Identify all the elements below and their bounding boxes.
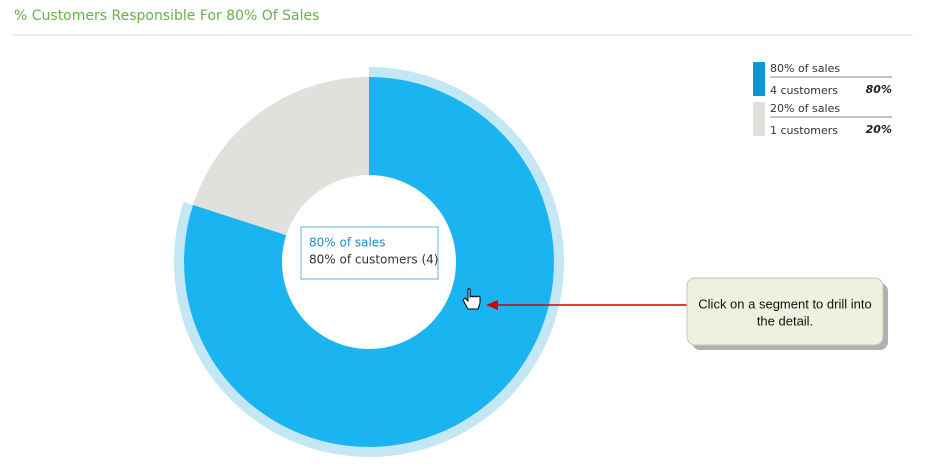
legend-label: 20% of sales <box>770 102 840 115</box>
donut-segment[interactable] <box>184 77 554 448</box>
hand-cursor <box>462 288 481 310</box>
overlay: 80% of sales 80% of customers (4) Click on… <box>300 226 888 350</box>
legend-swatch <box>753 62 765 96</box>
legend-label: 80% of sales <box>770 62 840 75</box>
legend-swatch <box>753 102 765 136</box>
tooltip-box <box>300 226 439 280</box>
panel-title: % Customers Responsible For 80% Of Sales <box>14 8 319 24</box>
legend: 80% of sales 4 customers 80% 20% of sales 1 … <box>753 62 892 137</box>
arrow-head <box>486 300 498 310</box>
legend-value: 20% <box>866 123 892 136</box>
tooltip-text: 80% of customers (4) <box>309 253 438 267</box>
legend-value: 80% <box>866 83 892 96</box>
callout-box <box>686 277 884 346</box>
tooltip-title: 80% of sales <box>309 236 385 250</box>
callout-text: Click on a segment to drill into <box>698 296 871 311</box>
donut-segment[interactable] <box>193 77 369 236</box>
callout-text: the detail. <box>757 313 813 328</box>
legend-customers: 1 customers <box>770 124 838 137</box>
legend-customers: 4 customers <box>770 84 838 97</box>
